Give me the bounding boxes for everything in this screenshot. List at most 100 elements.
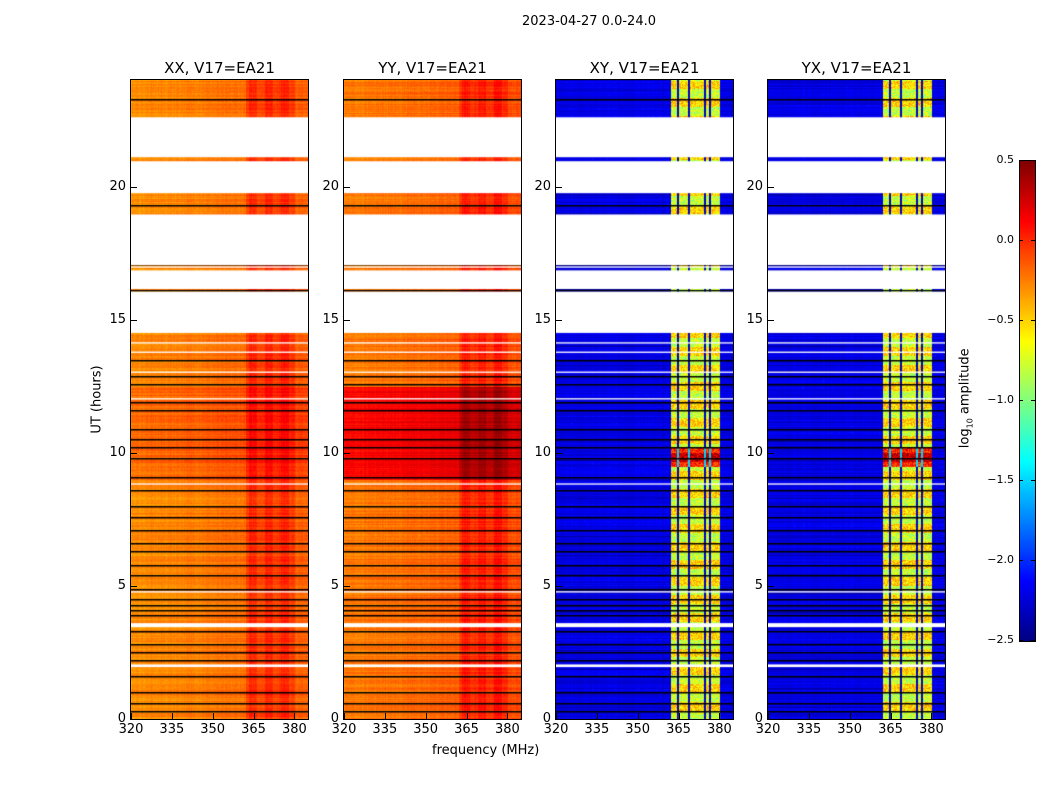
x-tick-mark [768, 713, 769, 719]
colorbar-tick-mark [1019, 560, 1023, 561]
panel-title: YX, V17=EA21 [801, 59, 912, 77]
y-tick-mark [131, 319, 137, 321]
panel-title: YY, V17=EA21 [378, 59, 487, 77]
heatmap-image [131, 80, 308, 719]
colorbar-tick-label: −1.0 [987, 393, 1014, 406]
y-tick-label: 10 [109, 444, 126, 460]
y-tick-label: 10 [322, 444, 339, 460]
x-tick-mark [253, 713, 255, 719]
y-tick-mark [556, 585, 562, 587]
x-tick-label: 380 [281, 722, 307, 737]
x-tick-mark [556, 713, 557, 719]
y-tick-label: 10 [534, 444, 551, 460]
y-tick-label: 10 [746, 444, 763, 460]
colorbar-tick-mark [1031, 560, 1035, 561]
heatmap-panel-3 [555, 79, 734, 720]
y-tick-mark [131, 585, 137, 587]
y-tick-label: 5 [330, 577, 339, 593]
colorbar-tick-mark [1031, 640, 1035, 641]
colorbar-tick-mark [1019, 400, 1023, 401]
heatmap-image [344, 80, 521, 719]
y-tick-mark [556, 719, 562, 720]
y-tick-label: 15 [534, 311, 551, 327]
y-tick-mark [344, 719, 350, 720]
y-tick-mark [768, 719, 774, 720]
y-tick-mark [768, 186, 774, 188]
x-tick-mark [931, 713, 933, 719]
y-tick-label: 0 [330, 711, 339, 726]
x-tick-mark [171, 713, 173, 719]
y-tick-label: 0 [542, 711, 551, 726]
figure-title: 2023-04-27 0.0-24.0 [522, 14, 656, 29]
y-tick-label: 20 [322, 178, 339, 194]
heatmap-image [768, 80, 945, 719]
heatmap-panel-4 [767, 79, 946, 720]
x-tick-label: 320 [331, 722, 357, 737]
colorbar-label: log10 amplitude [957, 348, 975, 449]
colorbar-tick-label: 0.5 [996, 153, 1015, 166]
x-tick-label: 350 [837, 722, 863, 737]
x-tick-label: 320 [118, 722, 144, 737]
colorbar-tick-mark [1031, 160, 1035, 161]
x-tick-label: 365 [666, 722, 691, 737]
y-tick-mark [344, 452, 350, 454]
x-tick-mark [425, 713, 427, 719]
y-tick-mark [556, 452, 562, 454]
y-tick-mark [556, 319, 562, 321]
y-tick-label: 20 [746, 178, 763, 194]
y-axis-label: UT (hours) [89, 365, 105, 434]
x-tick-label: 335 [584, 722, 610, 737]
y-tick-label: 0 [754, 711, 763, 726]
y-tick-label: 5 [754, 577, 763, 593]
panel-title: XY, V17=EA21 [589, 59, 700, 77]
x-tick-label: 320 [755, 722, 781, 737]
x-tick-label: 365 [878, 722, 903, 737]
y-tick-label: 0 [117, 711, 126, 726]
x-tick-label: 335 [372, 722, 398, 737]
colorbar-tick-mark [1031, 400, 1035, 401]
colorbar-tick-label: −0.5 [987, 313, 1014, 326]
y-tick-mark [344, 319, 350, 321]
y-tick-mark [344, 186, 350, 188]
x-tick-label: 365 [241, 722, 266, 737]
x-tick-label: 350 [625, 722, 651, 737]
x-tick-label: 380 [494, 722, 520, 737]
y-tick-label: 20 [109, 178, 126, 194]
colorbar-tick-mark [1019, 640, 1023, 641]
y-tick-mark [556, 186, 562, 188]
y-tick-label: 5 [117, 577, 126, 593]
colorbar-tick-mark [1019, 480, 1023, 481]
colorbar-tick-label: −1.5 [987, 473, 1014, 486]
x-tick-mark [507, 713, 509, 719]
heatmap-panel-1 [130, 79, 309, 720]
colorbar [1019, 160, 1036, 642]
y-tick-label: 15 [322, 311, 339, 327]
x-tick-label: 380 [706, 722, 732, 737]
x-tick-mark [596, 713, 598, 719]
y-tick-label: 20 [534, 178, 551, 194]
x-tick-label: 335 [159, 722, 185, 737]
heatmap-panel-2 [343, 79, 522, 720]
x-tick-mark [890, 713, 892, 719]
x-tick-mark [808, 713, 810, 719]
x-axis-label: frequency (MHz) [432, 743, 540, 758]
colorbar-tick-label: −2.0 [987, 553, 1014, 566]
y-tick-label: 15 [109, 311, 126, 327]
x-tick-label: 380 [918, 722, 944, 737]
x-tick-label: 365 [454, 722, 479, 737]
x-tick-mark [294, 713, 296, 719]
y-tick-mark [131, 719, 137, 720]
colorbar-tick-mark [1031, 480, 1035, 481]
colorbar-tick-mark [1019, 320, 1023, 321]
x-tick-label: 320 [543, 722, 569, 737]
y-tick-label: 5 [542, 577, 551, 593]
x-tick-mark [212, 713, 214, 719]
heatmap-image [556, 80, 733, 719]
x-tick-label: 335 [796, 722, 822, 737]
x-tick-mark [678, 713, 680, 719]
colorbar-tick-label: 0.0 [996, 233, 1015, 246]
y-tick-mark [768, 452, 774, 454]
x-tick-mark [131, 713, 132, 719]
colorbar-tick-mark [1031, 320, 1035, 321]
